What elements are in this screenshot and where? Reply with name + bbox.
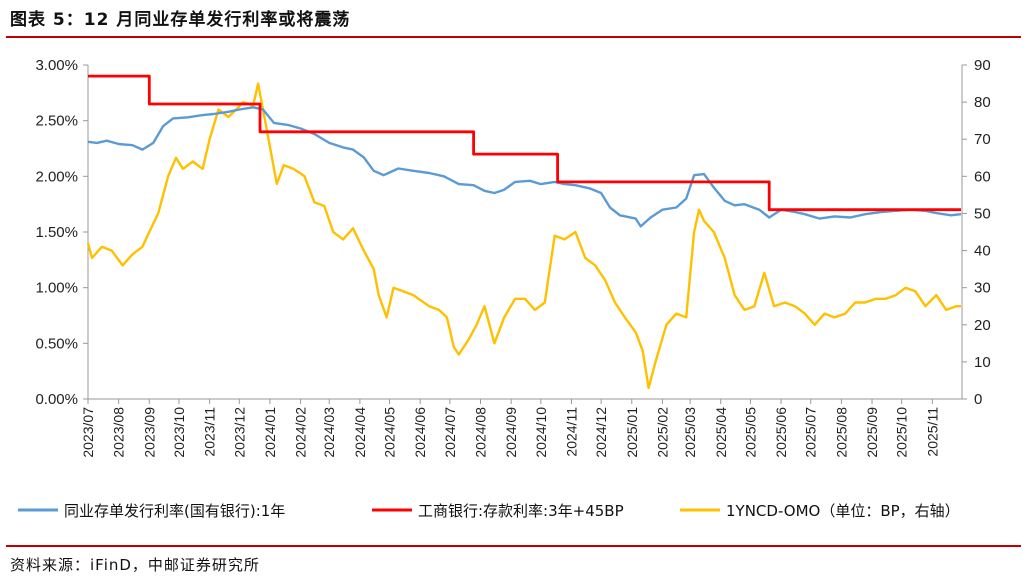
y-right-tick-label: 10: [974, 354, 991, 371]
x-tick-label: 2024/02: [293, 407, 309, 458]
y-right-tick-label: 90: [974, 57, 991, 74]
series-layer: [86, 74, 962, 390]
y-right-tick-label: 60: [974, 168, 991, 185]
x-tick-label: 2025/01: [624, 407, 640, 458]
y-right-tick-label: 80: [974, 94, 991, 111]
x-tick-label: 2025/02: [654, 407, 670, 458]
x-tick-label: 2025/07: [803, 407, 819, 458]
y-right-tick-label: 40: [974, 243, 991, 260]
x-tick-label: 2024/08: [473, 407, 489, 458]
x-tick-label: 2024/03: [321, 407, 337, 458]
y-right-tick-label: 0: [974, 391, 982, 408]
page-title: 图表 5：12 月同业存单发行利率或将震荡: [10, 10, 351, 30]
x-tick-label: 2024/07: [442, 407, 458, 458]
series-line-2: [88, 74, 961, 212]
y-left-tick-label: 0.50%: [35, 335, 78, 352]
y-right-tick-label: 30: [974, 280, 991, 297]
source-note: 资料来源：iFinD，中邮证券研究所: [10, 556, 260, 574]
x-tick-label: 2023/12: [231, 407, 247, 458]
x-tick-label: 2024/10: [533, 407, 549, 458]
x-tick-label: 2024/01: [262, 407, 278, 458]
footer-rule: [6, 545, 1021, 547]
y-left-tick-label: 2.00%: [35, 168, 78, 185]
x-tick-label: 2025/04: [713, 407, 729, 458]
x-tick-label: 2025/08: [833, 407, 849, 458]
y-right-tick-label: 20: [974, 317, 991, 334]
y-left-tick-label: 3.00%: [35, 57, 78, 74]
y-left-tick-label: 0.00%: [35, 391, 78, 408]
x-tick-label: 2025/05: [742, 407, 758, 458]
y-left-tick-label: 1.50%: [35, 224, 78, 241]
x-tick-label: 2023/08: [111, 407, 127, 458]
legend-label: 工商银行:存款利率:3年+45BP: [418, 502, 624, 520]
x-tick-label: 2024/11: [563, 407, 579, 457]
series-line-3: [86, 82, 961, 390]
y-right-tick-label: 70: [974, 131, 991, 148]
x-tick-label: 2024/09: [503, 407, 519, 458]
x-tick-label: 2024/06: [412, 407, 428, 458]
y-left-tick-label: 1.00%: [35, 280, 78, 297]
x-tick-label: 2024/05: [382, 407, 398, 458]
x-tick-label: 2023/10: [171, 407, 187, 458]
y-right-tick-label: 50: [974, 205, 991, 222]
x-tick-label: 2025/03: [682, 407, 698, 458]
x-tick-label: 2024/12: [593, 407, 609, 458]
x-tick-label: 2024/04: [352, 407, 368, 458]
x-tick-label: 2023/09: [141, 407, 157, 458]
chart-legend: 同业存单发行利率(国有银行):1年 工商银行:存款利率:3年+45BP 1YNCD-…: [18, 502, 960, 520]
legend-label: 1YNCD-OMO（单位：BP，右轴）: [726, 502, 960, 520]
chart-axes: 0.00% 0.50% 1.00% 1.50% 2.00% 2.50% 3.00% 0 10 20…: [35, 57, 990, 458]
x-tick-label: 2025/06: [773, 407, 789, 458]
legend-label: 同业存单发行利率(国有银行):1年: [64, 502, 285, 520]
series-line-1: [87, 106, 962, 228]
x-tick-label: 2023/07: [80, 407, 96, 458]
x-tick-label: 2025/11: [924, 407, 940, 457]
x-tick-label: 2025/10: [894, 407, 910, 458]
x-tick-label: 2023/11: [202, 407, 218, 457]
x-tick-label: 2025/09: [864, 407, 880, 458]
y-left-tick-label: 2.50%: [35, 113, 78, 130]
title-rule: [6, 36, 1021, 38]
